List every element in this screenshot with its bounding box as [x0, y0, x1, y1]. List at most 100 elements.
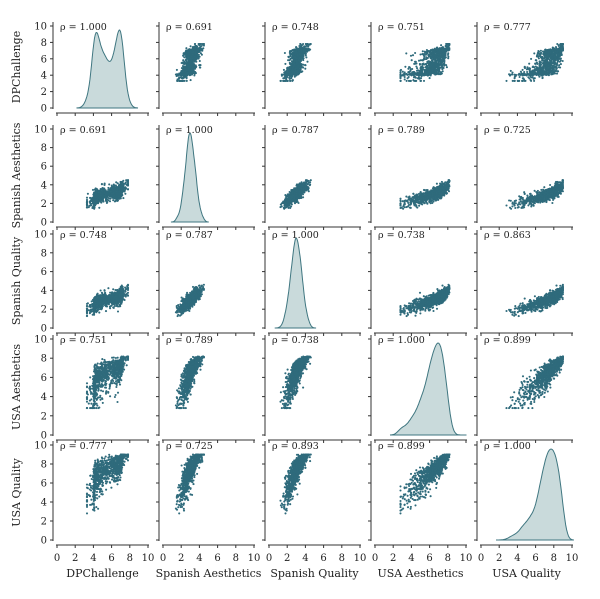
scatter-point [431, 53, 434, 56]
scatter-point [285, 79, 288, 82]
scatter-point [545, 65, 548, 68]
scatter-point [303, 64, 307, 67]
scatter-point [447, 46, 450, 49]
scatter-point [191, 51, 194, 54]
scatter-point [304, 42, 307, 46]
scatter-point [294, 67, 297, 70]
scatter-point [428, 61, 431, 64]
kde-curve [76, 29, 139, 109]
scatter-point [115, 190, 118, 193]
scatter-point [287, 56, 290, 59]
scatter-point [539, 49, 542, 52]
scatter-point [419, 73, 422, 76]
scatter-point [427, 66, 430, 69]
scatter-point [414, 51, 417, 55]
y-tick-label: 2 [41, 199, 47, 210]
scatter-point [188, 62, 191, 65]
scatter-point [292, 62, 295, 65]
scatter-point [187, 65, 190, 68]
scatter-point [428, 68, 432, 71]
scatter-point [536, 71, 539, 74]
scatter-point [309, 42, 312, 46]
scatter-point [554, 57, 557, 60]
scatter-point [413, 62, 416, 65]
scatter-point [421, 50, 424, 53]
scatter-point [185, 76, 188, 79]
scatter-point [408, 66, 411, 69]
scatter-point [523, 67, 527, 70]
scatter-point [302, 48, 305, 51]
scatter-point [182, 59, 185, 62]
scatter-point [104, 193, 107, 196]
scatter-point [302, 55, 305, 58]
scatter-point [187, 53, 191, 56]
scatter-point [101, 190, 104, 193]
scatter-point [508, 73, 511, 76]
scatter-point [541, 68, 544, 71]
scatter-point [438, 56, 441, 59]
scatter-point [198, 64, 201, 67]
scatter-point [94, 196, 97, 199]
scatter-point [92, 203, 95, 206]
scatter-point [531, 76, 534, 79]
scatter-point [300, 50, 303, 53]
scatter-point [293, 48, 296, 52]
scatter-point [425, 48, 428, 52]
scatter-point [416, 71, 419, 75]
rho-label: ρ = 0.691 [60, 125, 107, 136]
scatter-point [189, 79, 192, 82]
scatter-point [552, 68, 555, 72]
scatter-point [191, 61, 194, 64]
scatter-point [189, 48, 192, 52]
scatter-point [113, 196, 117, 199]
scatter-point [538, 75, 541, 78]
scatter-point [505, 79, 508, 82]
panel-1-2: ρ = 0.787 [262, 125, 361, 230]
scatter-point [428, 54, 431, 58]
scatter-point [419, 53, 422, 56]
scatter-point [428, 72, 431, 75]
scatter-point [114, 184, 117, 187]
panel-1-1: ρ = 1.000 [156, 125, 255, 230]
scatter-point [557, 56, 560, 59]
scatter-point [443, 49, 446, 52]
y-tick-label: 4 [41, 71, 47, 82]
scatter-point [192, 71, 195, 74]
scatter-point [447, 57, 450, 60]
scatter-point [199, 48, 202, 51]
scatter-point [543, 60, 546, 63]
scatter-point [283, 71, 286, 74]
scatter-point [440, 44, 443, 47]
scatter-point [299, 68, 302, 71]
scatter-point [546, 48, 549, 52]
scatter-point [559, 42, 562, 46]
scatter-point [533, 79, 536, 82]
scatter-point [550, 60, 553, 63]
scatter-point [525, 73, 529, 76]
scatter-point [553, 66, 556, 69]
scatter-point [521, 73, 525, 76]
scatter-point [193, 63, 196, 66]
scatter-point [544, 58, 547, 62]
scatter-point [431, 58, 434, 62]
scatter-point [295, 62, 298, 65]
scatter-point [122, 182, 125, 185]
scatter-point [521, 79, 524, 82]
scatter-point [298, 53, 301, 56]
scatter-point [513, 79, 516, 82]
scatter-point [102, 200, 105, 203]
scatter-point [548, 59, 551, 63]
scatter-point [420, 65, 424, 68]
scatter-point [536, 51, 539, 54]
scatter-point [194, 50, 198, 53]
scatter-point [296, 53, 299, 56]
scatter-point [289, 70, 292, 73]
scatter-point [551, 73, 554, 76]
scatter-point [179, 79, 182, 82]
scatter-point [88, 200, 91, 203]
scatter-point [426, 51, 429, 54]
scatter-point [406, 73, 409, 76]
scatter-point [285, 71, 288, 74]
panel-0-3: ρ = 0.751 [368, 22, 467, 116]
scatter-point [196, 57, 199, 60]
